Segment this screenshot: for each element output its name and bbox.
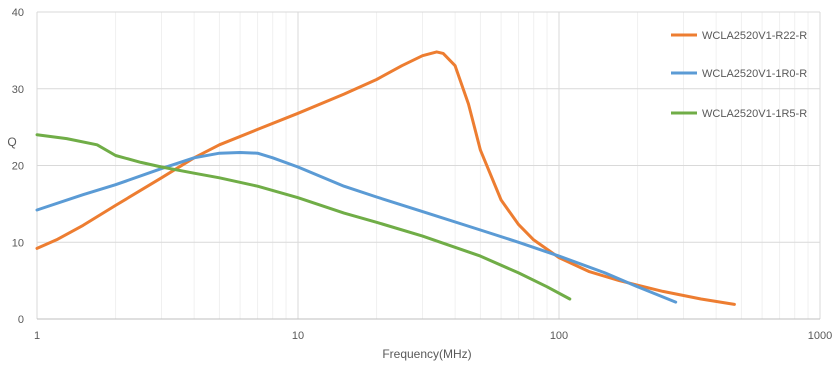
series-line-3 (35, 133, 572, 301)
x-tick-label: 1000 (808, 330, 832, 342)
y-tick-label: 30 (12, 84, 24, 96)
series-line-1 (35, 50, 736, 306)
y-tick-label: 10 (12, 237, 24, 249)
y-tick-label: 0 (18, 314, 24, 326)
y-tick-label: 20 (12, 161, 24, 173)
legend: WCLA2520V1-R22-R WCLA2520V1-1R0-R WCLA2520… (671, 30, 807, 120)
x-axis-label: Frequency(MHz) (382, 347, 471, 361)
y-axis-label: Q (7, 135, 16, 149)
legend-label: WCLA2520V1-R22-R (702, 30, 807, 42)
y-tick-label: 40 (12, 7, 24, 19)
series-line-2 (35, 151, 678, 304)
x-tick-label: 100 (550, 330, 568, 342)
x-tick-label: 10 (292, 330, 304, 342)
legend-label: WCLA2520V1-1R5-R (702, 108, 807, 120)
x-tick-label: 1 (34, 330, 40, 342)
series-lines (35, 50, 736, 306)
axes: 0 10 20 30 40 1 10 100 1000 (12, 7, 832, 342)
legend-label: WCLA2520V1-1R0-R (702, 68, 807, 80)
